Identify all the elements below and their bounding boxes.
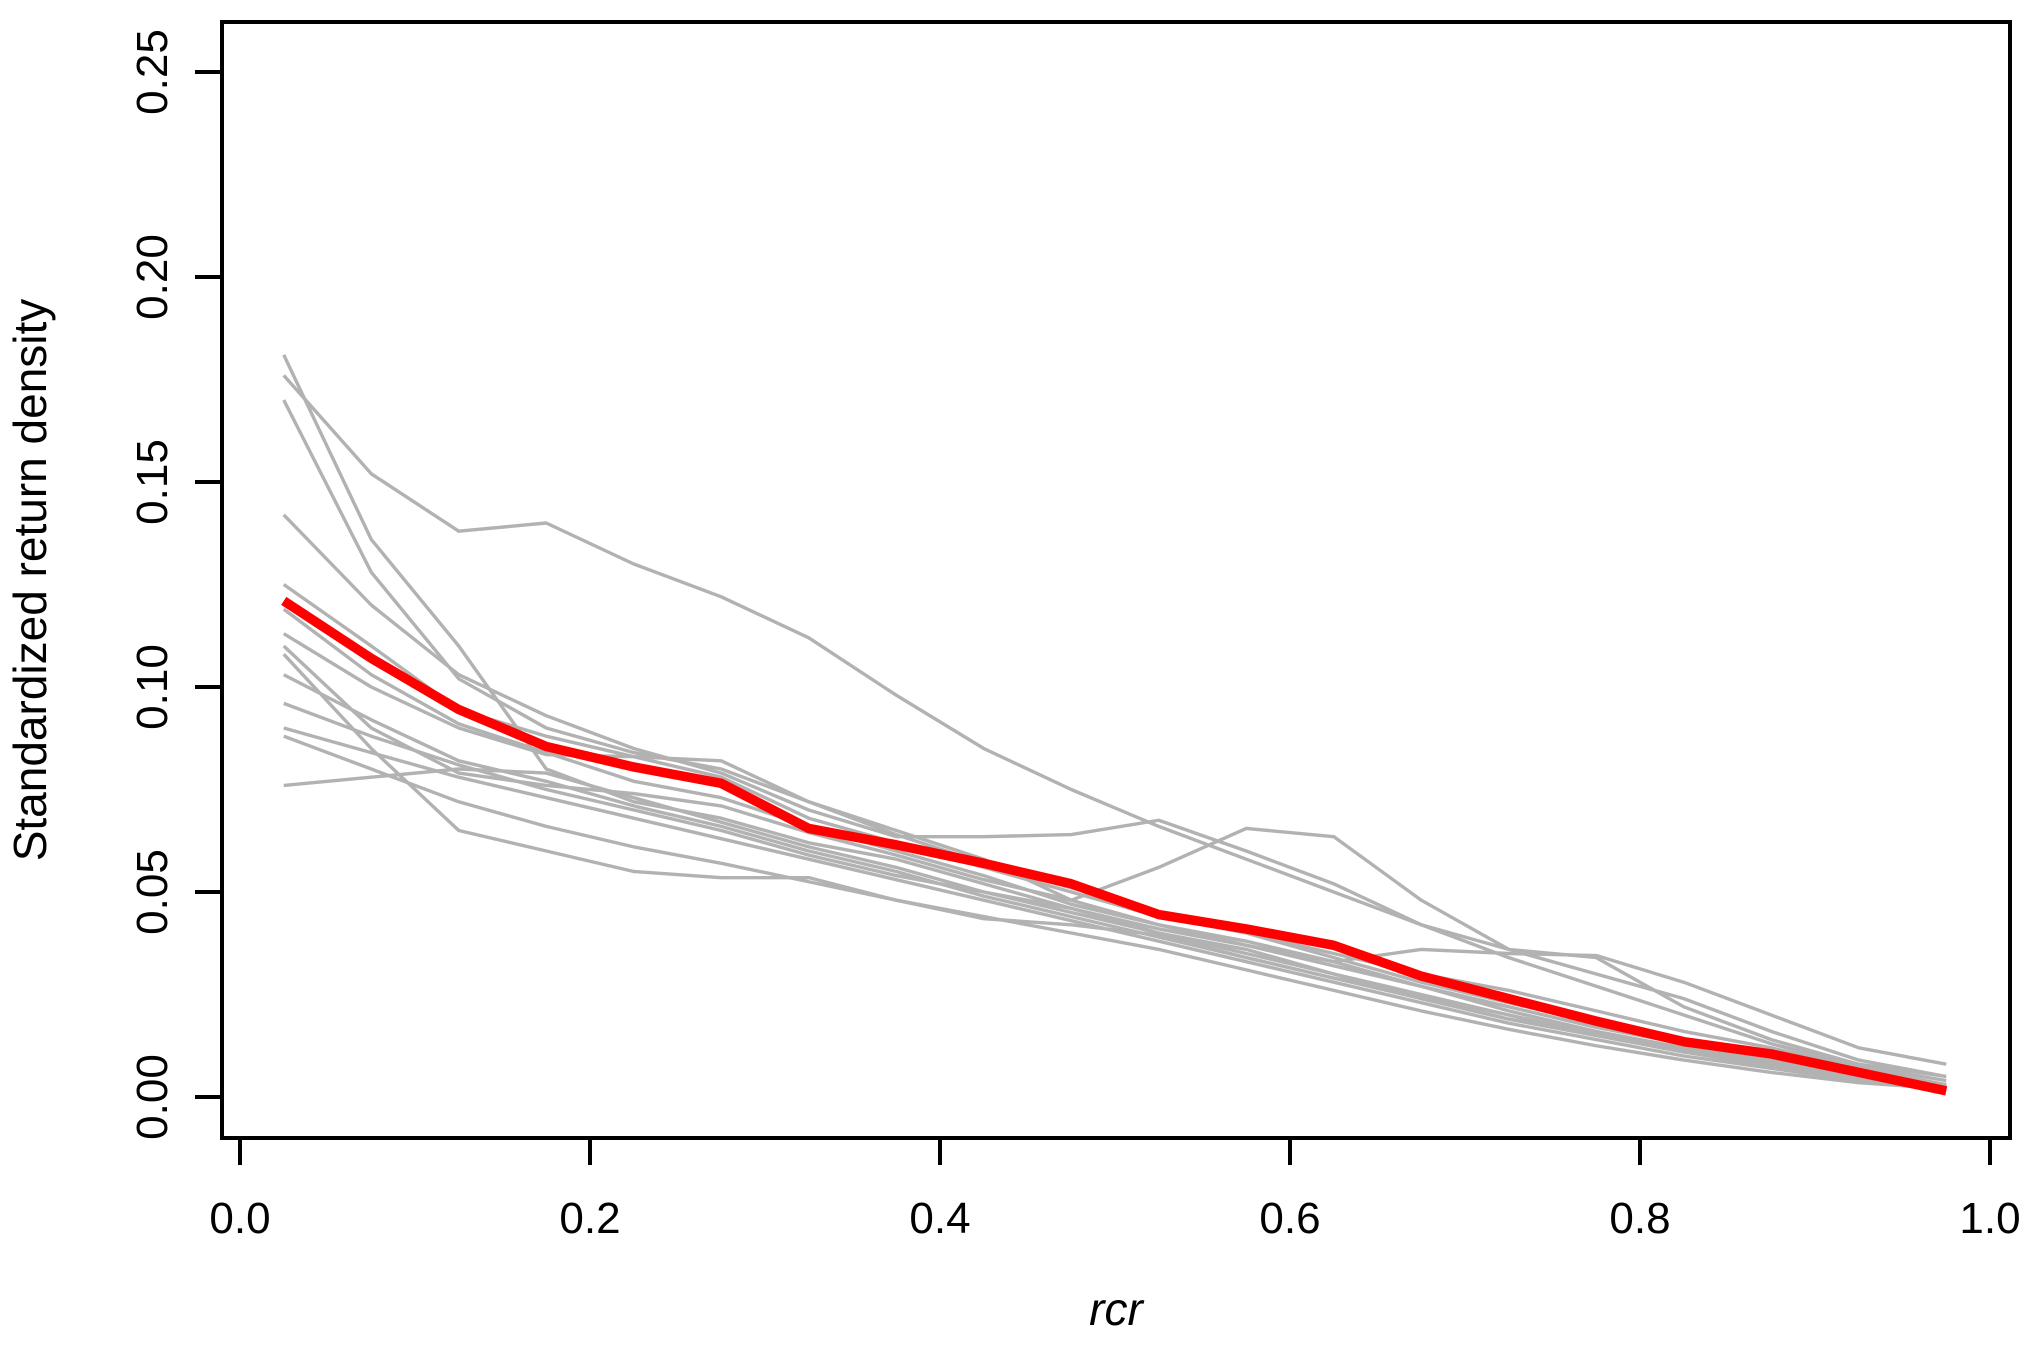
- x-tick-label: 0.2: [559, 1194, 620, 1243]
- x-tick-label: 0.6: [1259, 1194, 1320, 1243]
- x-tick-label: 0.8: [1609, 1194, 1670, 1243]
- y-axis-tick-labels: 0.00 0.05 0.10 0.15 0.20 0.25: [128, 29, 177, 1140]
- simulation-density-line: [282, 632, 1947, 1087]
- simulation-density-line: [282, 399, 1947, 1079]
- x-axis-title: rcr: [1089, 1283, 1144, 1335]
- plot-border: [220, 20, 2012, 1140]
- simulation-density-line: [283, 767, 1947, 1091]
- y-tick-label: 0.05: [128, 849, 177, 935]
- y-tick-label: 0.10: [128, 644, 177, 730]
- simulation-density-line: [282, 583, 1947, 1087]
- simulation-density-line: [282, 644, 1947, 1091]
- y-axis-title: Standardized return density: [4, 299, 56, 862]
- y-tick-label: 0.00: [128, 1054, 177, 1140]
- x-axis-ticks: [238, 1138, 1992, 1165]
- x-tick-label: 1.0: [1959, 1194, 2020, 1243]
- y-tick-label: 0.15: [128, 439, 177, 525]
- x-axis-tick-labels: 0.0 0.2 0.4 0.6 0.8 1.0: [209, 1194, 2020, 1243]
- series-lines: [281, 354, 1948, 1096]
- mean-density-line: [281, 596, 1948, 1096]
- x-tick-label: 0.0: [209, 1194, 270, 1243]
- y-tick-label: 0.25: [128, 29, 177, 115]
- simulation-density-line: [282, 374, 1947, 1083]
- simulation-density-line: [283, 701, 1947, 1066]
- y-axis-ticks: [195, 70, 222, 1099]
- simulation-density-line: [282, 513, 1947, 1079]
- y-tick-label: 0.20: [128, 234, 177, 320]
- x-tick-label: 0.4: [909, 1194, 970, 1243]
- simulation-density-line: [283, 734, 1947, 1091]
- simulation-density-line: [282, 653, 1947, 1089]
